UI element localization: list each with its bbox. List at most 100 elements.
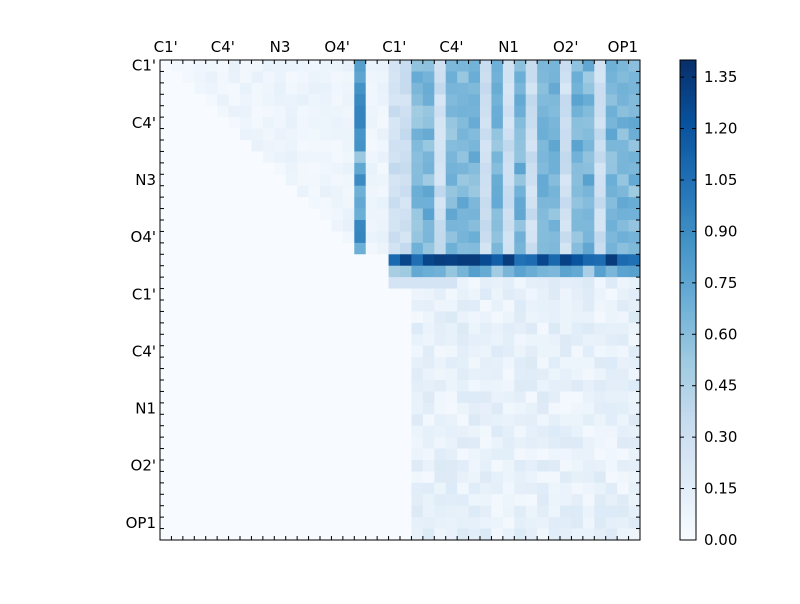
heatmap-cell — [205, 517, 218, 529]
heatmap-cell — [457, 94, 469, 107]
heatmap-cell — [594, 425, 607, 438]
heatmap-cell — [628, 151, 641, 164]
heatmap-cell — [160, 334, 172, 347]
heatmap-cell — [422, 242, 435, 255]
heatmap-cell — [422, 254, 435, 267]
heatmap-cell — [400, 220, 412, 232]
heatmap-cell — [445, 505, 458, 518]
heatmap-cell — [434, 254, 447, 267]
heatmap-cell — [274, 231, 287, 244]
heatmap-cell — [594, 414, 607, 427]
heatmap-cell — [160, 345, 172, 358]
heatmap-cell — [560, 322, 572, 335]
heatmap-cell — [205, 528, 218, 541]
heatmap-cell — [411, 242, 424, 255]
heatmap-cell — [160, 311, 172, 324]
heatmap-cell — [422, 220, 435, 232]
heatmap-cell — [205, 162, 218, 175]
heatmap-cell — [388, 117, 401, 129]
heatmap-cell — [400, 254, 412, 267]
heatmap-cell — [205, 185, 218, 198]
heatmap-cell — [400, 357, 412, 369]
heatmap-cell — [605, 94, 618, 107]
heatmap-cell — [457, 220, 469, 232]
left-axis-label: C4' — [132, 342, 156, 360]
heatmap-cell — [388, 242, 401, 255]
colorbar-band — [680, 64, 696, 69]
heatmap-cell — [628, 242, 641, 255]
heatmap-cell — [502, 288, 515, 301]
heatmap-cell — [262, 277, 275, 289]
colorbar-band — [680, 256, 696, 261]
heatmap-cell — [171, 128, 184, 141]
heatmap-cell — [365, 425, 378, 438]
heatmap-cell — [605, 528, 618, 541]
heatmap-cell — [285, 357, 298, 369]
heatmap-cell — [251, 322, 264, 335]
heatmap-cell — [628, 380, 641, 392]
heatmap-cell — [434, 208, 447, 221]
heatmap-cell — [354, 528, 367, 541]
heatmap-cell — [171, 231, 184, 244]
heatmap-cell — [365, 437, 378, 449]
heatmap-cell — [411, 208, 424, 221]
heatmap-cell — [308, 448, 321, 461]
heatmap-cell — [445, 345, 458, 358]
heatmap-cell — [274, 345, 287, 358]
heatmap-cell — [434, 185, 447, 198]
heatmap-cell — [400, 208, 412, 221]
heatmap-cell — [228, 482, 241, 495]
heatmap-cell — [342, 528, 355, 541]
heatmap-cell — [388, 380, 401, 392]
heatmap-cell — [434, 448, 447, 461]
heatmap-cell — [605, 345, 618, 358]
heatmap-cell — [617, 345, 629, 358]
heatmap-cell — [480, 174, 492, 187]
heatmap-cell — [388, 300, 401, 312]
heatmap-cell — [514, 437, 527, 449]
heatmap-cell — [320, 242, 332, 255]
heatmap-cell — [297, 471, 309, 484]
heatmap-cell — [354, 60, 367, 72]
heatmap-cell — [525, 105, 538, 118]
heatmap-cell — [560, 414, 572, 427]
heatmap-cell — [182, 448, 195, 461]
heatmap-cell — [411, 334, 424, 347]
heatmap-cell — [525, 402, 538, 415]
heatmap-cell — [617, 71, 629, 84]
colorbar-band — [680, 88, 696, 93]
heatmap-cell — [160, 494, 172, 507]
heatmap-cell — [468, 528, 481, 541]
heatmap-cell — [582, 505, 595, 518]
heatmap-cell — [377, 231, 389, 244]
heatmap-cell — [320, 391, 332, 404]
heatmap-cell — [537, 71, 549, 84]
heatmap-cell — [228, 517, 241, 529]
heatmap-cell — [548, 151, 561, 164]
colorbar-band — [680, 400, 696, 405]
heatmap-cell — [217, 368, 229, 381]
heatmap-cell — [491, 254, 504, 267]
heatmap-cell — [297, 151, 309, 164]
heatmap-cell — [457, 471, 469, 484]
heatmap-cell — [240, 425, 252, 438]
heatmap-cell — [537, 231, 549, 244]
heatmap-cell — [560, 391, 572, 404]
heatmap-cell — [582, 471, 595, 484]
heatmap-cell — [400, 482, 412, 495]
heatmap-cell — [365, 334, 378, 347]
heatmap-cell — [377, 345, 389, 358]
heatmap-cell — [537, 288, 549, 301]
heatmap-cell — [171, 402, 184, 415]
heatmap-cell — [228, 288, 241, 301]
heatmap-cell — [388, 208, 401, 221]
heatmap-cell — [617, 391, 629, 404]
heatmap-cell — [617, 460, 629, 472]
heatmap-cell — [365, 322, 378, 335]
heatmap-cell — [457, 197, 469, 209]
heatmap-cell — [400, 82, 412, 95]
heatmap-cell — [491, 300, 504, 312]
heatmap-cell — [400, 448, 412, 461]
heatmap-cell — [194, 357, 207, 369]
heatmap-cell — [285, 242, 298, 255]
